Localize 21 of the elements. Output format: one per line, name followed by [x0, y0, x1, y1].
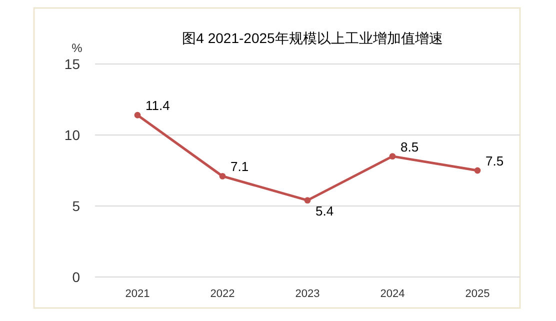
x-tick-label: 2023	[295, 288, 320, 300]
x-tick-label: 2021	[125, 288, 150, 300]
y-tick-label: 15	[64, 56, 80, 72]
data-label: 7.5	[486, 154, 504, 168]
x-tick-label: 2024	[380, 288, 405, 300]
y-tick-label: 0	[72, 269, 80, 285]
data-label: 11.4	[146, 98, 170, 114]
point	[389, 153, 396, 160]
point	[304, 197, 311, 204]
chart-title: 图4 2021-2025年规模以上工业增加值增速	[182, 30, 443, 46]
y-tick-label: 10	[64, 127, 80, 143]
data-label: 7.1	[230, 159, 249, 174]
x-tick-label: 2022	[210, 288, 235, 300]
y-tick-label: 5	[72, 198, 80, 214]
data-label: 8.5	[400, 139, 419, 154]
point	[474, 167, 481, 174]
point	[134, 112, 141, 118]
point	[219, 172, 226, 180]
x-tick-label: 2025	[465, 288, 490, 300]
data-label: 5.4	[316, 203, 334, 218]
y-axis-title: %	[72, 41, 83, 55]
